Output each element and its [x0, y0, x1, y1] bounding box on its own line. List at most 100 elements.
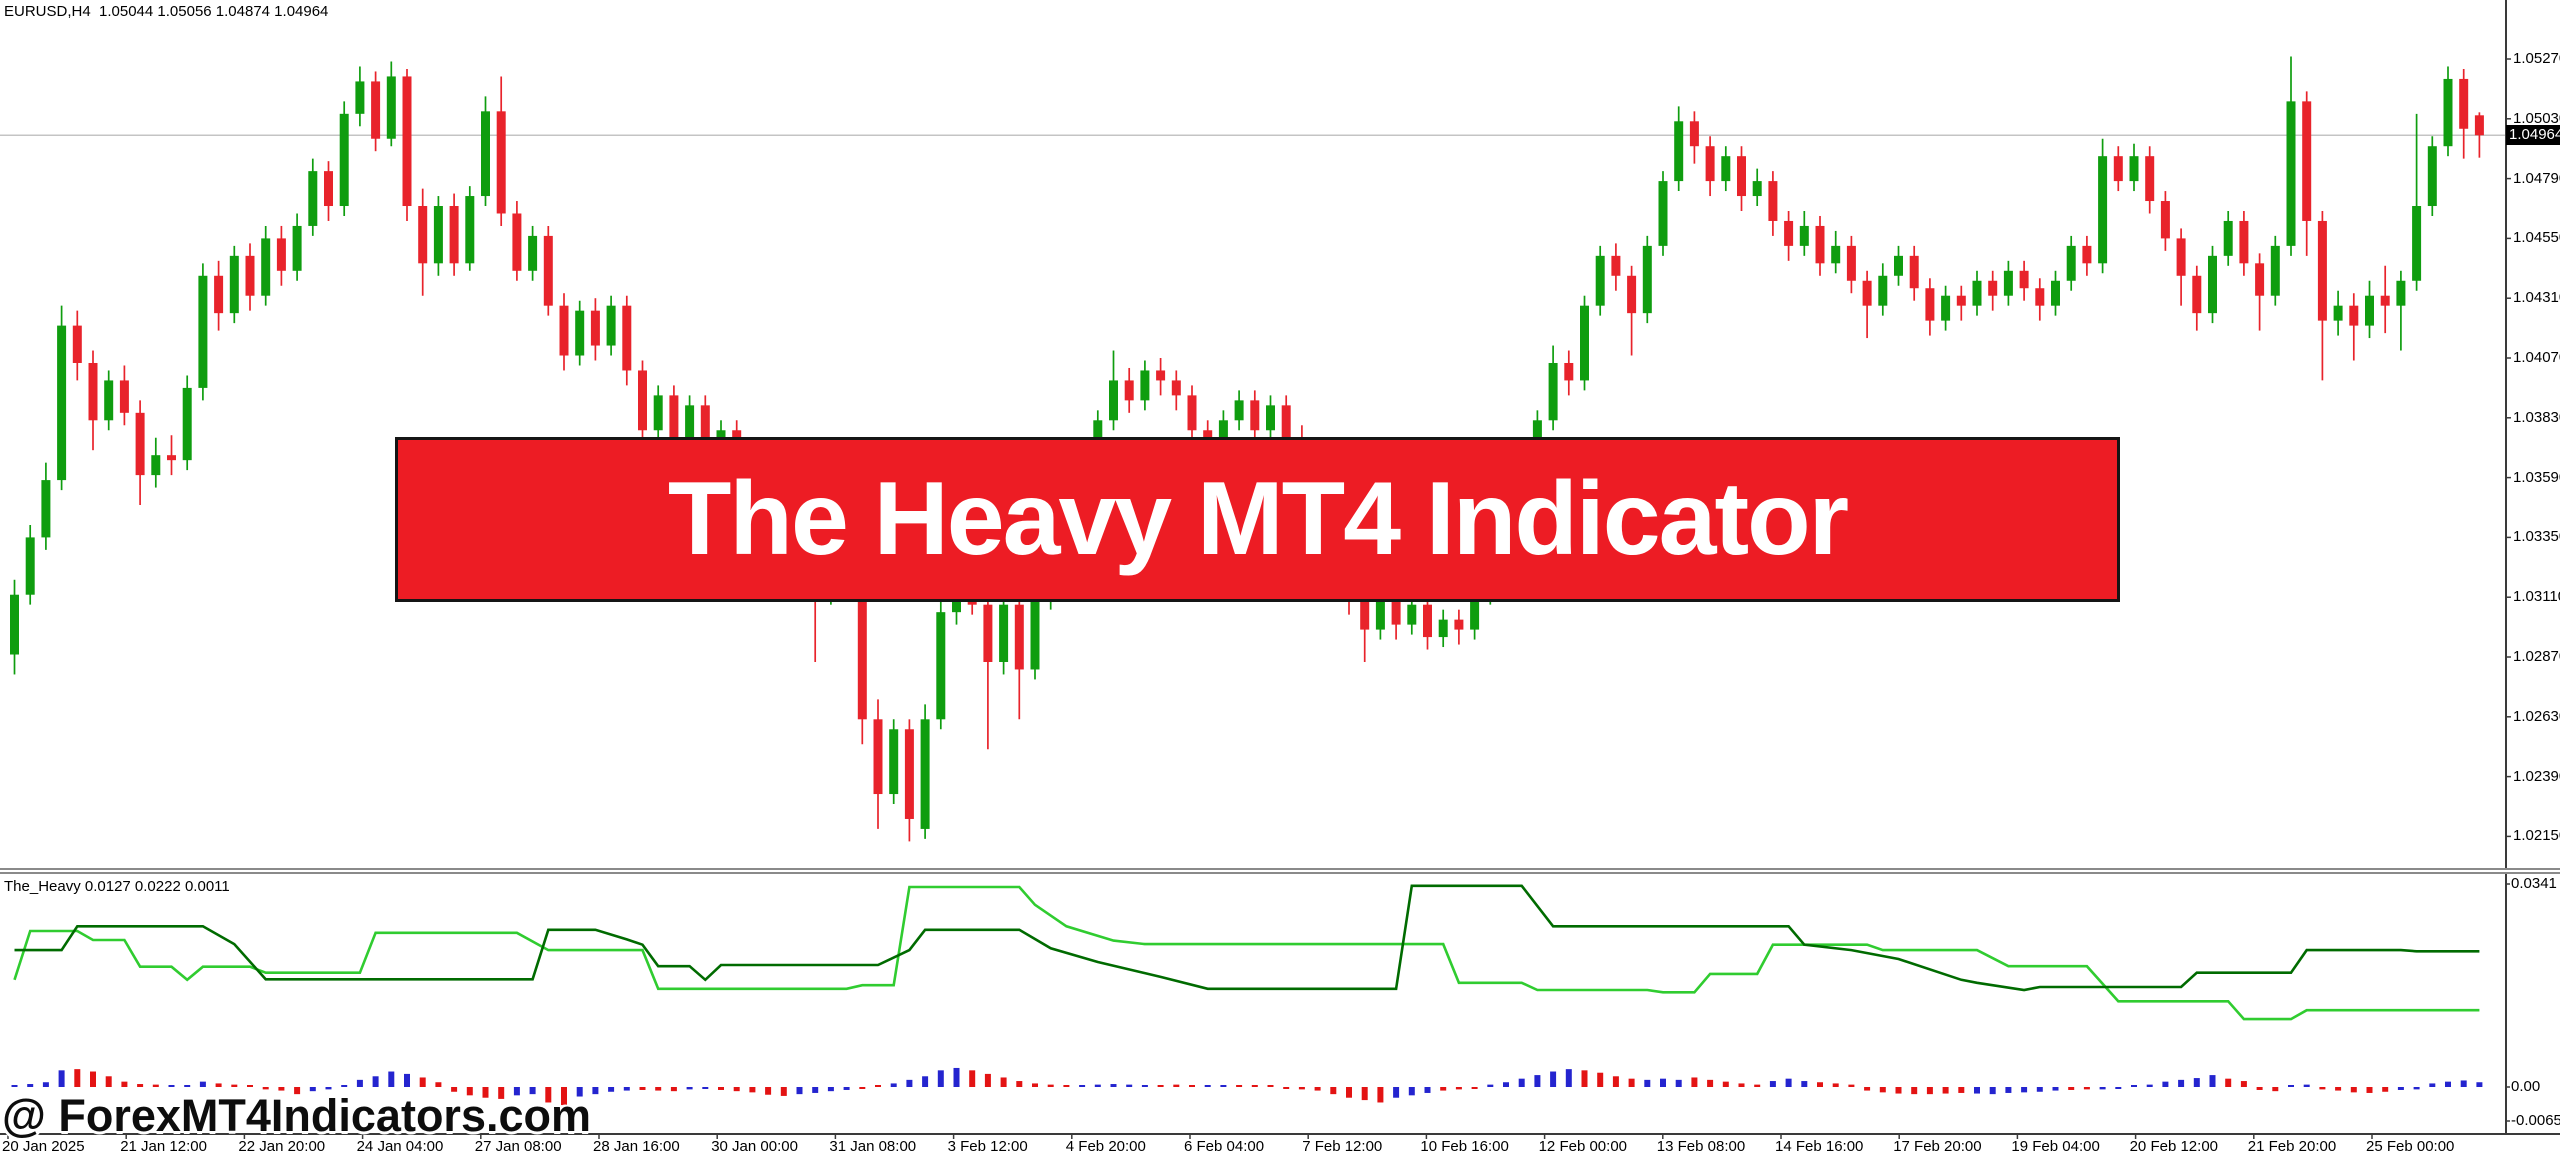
date-axis-label: 7 Feb 12:00	[1302, 1138, 1383, 1154]
candle-body	[1674, 121, 1684, 182]
candle-body	[1815, 225, 1825, 264]
candle-body	[355, 81, 365, 114]
candle-body	[214, 275, 224, 314]
candle-body	[1423, 604, 1432, 638]
candle-body	[2160, 201, 2170, 239]
date-axis-label: 21 Feb 20:00	[2247, 1138, 2337, 1154]
candle-body	[1941, 295, 1951, 321]
candle-body	[1831, 245, 1841, 264]
date-axis-label: 31 Jan 08:00	[829, 1138, 917, 1154]
candle-body	[1642, 245, 1652, 314]
date-axis-label: 21 Jan 12:00	[120, 1138, 207, 1154]
candle-body	[1375, 594, 1385, 630]
candle-body	[2176, 238, 2186, 276]
candle-body	[119, 380, 129, 413]
price-axis-label: 1.02150	[2513, 827, 2560, 845]
candle-body	[2286, 101, 2296, 246]
candle-body	[135, 412, 145, 476]
date-axis-label: 28 Jan 16:00	[593, 1138, 680, 1154]
candle-body	[1752, 181, 1762, 197]
candle-body	[1768, 181, 1778, 221]
price-axis-label: 1.04550	[2513, 229, 2560, 247]
price-axis-label: 1.04790	[2513, 169, 2560, 187]
candle-body	[371, 81, 381, 139]
candle-body	[1391, 594, 1401, 625]
candle-body	[276, 238, 286, 271]
candle-body	[653, 395, 663, 431]
date-axis-label: 30 Jan 00:00	[711, 1138, 798, 1154]
candle-body	[2192, 275, 2202, 314]
candle-body	[2317, 220, 2327, 321]
candle-body	[2239, 220, 2249, 264]
date-axis-label: 19 Feb 04:00	[2011, 1138, 2100, 1154]
candle-body	[2365, 295, 2374, 326]
candle-body	[1878, 275, 1888, 306]
candle-body	[2255, 263, 2265, 296]
candle-body	[1658, 181, 1668, 246]
candle-body	[2208, 255, 2217, 314]
candle-body	[2223, 220, 2233, 256]
candle-body	[25, 537, 35, 595]
date-axis-label: 20 Feb 12:00	[2129, 1138, 2218, 1154]
candle-body	[1548, 362, 1558, 421]
candle-body	[1438, 619, 1448, 638]
indicator-axis-label: -0.0065	[2511, 1112, 2560, 1129]
indicator-axis-label: 0.00	[2511, 1078, 2541, 1095]
indicator-header: The_Heavy 0.0127 0.0222 0.0011	[4, 878, 230, 895]
promo-banner: The Heavy MT4 Indicator	[395, 437, 2120, 602]
candle-body	[402, 76, 412, 207]
candle-body	[2302, 101, 2312, 221]
candle-body	[1250, 400, 1260, 431]
candle-body	[2396, 280, 2406, 306]
candle-body	[575, 310, 585, 356]
candle-body	[1705, 146, 1715, 182]
price-axis-label: 1.04070	[2513, 349, 2560, 366]
candle-body	[1737, 156, 1746, 197]
candle-body	[1030, 599, 1040, 670]
candle-body	[10, 594, 19, 655]
candle-body	[1140, 370, 1150, 401]
pane-separator[interactable]	[0, 868, 2560, 874]
date-axis-label: 10 Feb 16:00	[1420, 1138, 1509, 1154]
candle-body	[1171, 380, 1181, 396]
candle-body	[1470, 594, 1480, 630]
candle-body	[590, 310, 600, 346]
price-axis-label: 1.03350	[2513, 528, 2560, 546]
slow-line	[14, 884, 2480, 992]
candle-body	[2380, 295, 2390, 306]
candle-body	[2474, 115, 2484, 136]
candle-body	[481, 111, 490, 197]
candle-body	[2082, 245, 2092, 264]
fast-line	[13, 885, 2480, 1021]
candle-body	[1611, 255, 1621, 276]
candle-body	[261, 238, 271, 296]
candle-body	[418, 206, 428, 264]
candle-body	[2051, 280, 2060, 306]
candle-body	[1956, 295, 1966, 306]
candle-body	[1894, 255, 1903, 276]
candle-body	[2129, 156, 2139, 182]
candle-body	[292, 225, 302, 271]
price-axis-label: 1.02870	[2513, 648, 2560, 665]
candle-body	[1156, 370, 1166, 381]
candle-body	[1721, 156, 1731, 182]
candle-body	[1846, 245, 1856, 281]
candle-body	[1454, 619, 1464, 630]
candle-body	[873, 719, 883, 795]
candle-body	[1360, 599, 1370, 630]
candle-body	[857, 579, 867, 720]
date-axis-label: 17 Feb 20:00	[1893, 1138, 1982, 1154]
candle-body	[2035, 288, 2045, 306]
candle-body	[1564, 362, 1574, 381]
candle-body	[2427, 146, 2437, 207]
price-axis-label: 1.04310	[2513, 289, 2560, 307]
candle-body	[1595, 255, 1605, 306]
date-axis-label: 13 Feb 08:00	[1656, 1138, 1746, 1154]
candle-body	[1234, 400, 1244, 421]
candle-body	[1799, 225, 1809, 246]
candle-body	[433, 206, 443, 264]
candle-body	[229, 255, 239, 314]
candle-body	[920, 719, 930, 829]
